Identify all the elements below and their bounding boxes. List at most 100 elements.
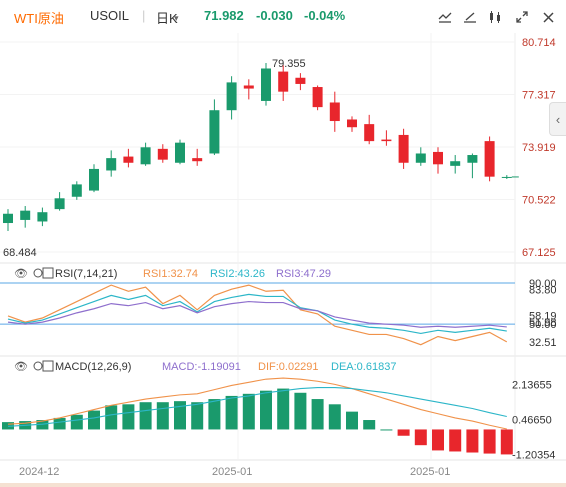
- macd-bar: [225, 395, 238, 430]
- chevron-down-icon[interactable]: ▾: [174, 13, 179, 23]
- candle: [381, 139, 392, 142]
- y-tick-label: 83.80: [529, 284, 557, 296]
- macd-bar: [363, 420, 376, 430]
- y-tick-label: 67.125: [522, 247, 556, 259]
- macd-value: MACD:-1.19091: [162, 361, 241, 373]
- macd-bar: [122, 404, 135, 430]
- macd-label: MACD(12,26,9): [55, 361, 131, 373]
- candle: [312, 87, 323, 108]
- macd-bar: [397, 429, 410, 436]
- y-tick-label: 58.19: [529, 311, 557, 323]
- rsi1-value: RSI1:32.74: [143, 268, 198, 280]
- macd-bar: [191, 402, 204, 430]
- macd-bar: [414, 429, 427, 446]
- period-selector[interactable]: 日K: [156, 11, 178, 26]
- rsi-series-line: [7, 300, 507, 328]
- x-tick-label: 2025-01: [410, 466, 450, 478]
- dea-value: DEA:0.61837: [331, 361, 396, 373]
- y-tick-label: 0.46650: [512, 415, 552, 427]
- close-icon[interactable]: [538, 7, 558, 27]
- settings-icon: [33, 361, 43, 371]
- macd-bar: [294, 392, 307, 430]
- candle: [106, 158, 117, 171]
- y-tick-label: 90.00: [529, 278, 557, 290]
- rsi-series-line: [7, 284, 508, 346]
- macd-bar: [53, 417, 66, 430]
- low-annotation: 68.484: [3, 247, 37, 259]
- macd-bar: [500, 429, 513, 455]
- bottom-strip: [0, 483, 566, 487]
- candle: [329, 102, 340, 122]
- y-tick-label: 77.317: [522, 89, 556, 101]
- candle: [501, 176, 512, 178]
- draw-icon[interactable]: [460, 7, 480, 27]
- y-tick-label: 70.522: [522, 195, 556, 207]
- eye-icon: 👁: [14, 268, 28, 280]
- symbol-code: USOIL: [90, 8, 130, 23]
- indicator-icon[interactable]: [435, 7, 455, 27]
- axes: 2024-12 2025-01 2025-01: [0, 466, 566, 487]
- y-tick-label: -1.20354: [512, 450, 555, 462]
- x-tick-label: 2024-12: [19, 466, 59, 478]
- macd-bar: [277, 388, 290, 430]
- candle: [209, 110, 220, 154]
- candle: [37, 212, 48, 222]
- macd-bar: [311, 399, 324, 430]
- dif-value: DIF:0.02291: [258, 361, 319, 373]
- candle: [243, 85, 254, 89]
- candle: [175, 142, 185, 163]
- candle: [157, 148, 168, 160]
- price-change-percent: -0.04%: [304, 8, 346, 23]
- candle: [54, 198, 65, 210]
- macd-pane: MACD(12,26,9) MACD:-1.19091 DIF:0.02291 …: [2, 361, 555, 462]
- candle: [484, 141, 495, 177]
- candle: [3, 213, 13, 224]
- rsi-label: RSI(7,14,21): [55, 268, 117, 280]
- candlestick-pane: 79.355 68.484 80.714 77.317 73.919 70.522 67…: [3, 37, 556, 259]
- header-divider: |: [142, 8, 146, 23]
- compare-icon[interactable]: [485, 7, 505, 27]
- eye-icon: 👁: [14, 361, 28, 373]
- high-annotation: 79.355: [272, 58, 306, 70]
- candle: [278, 71, 289, 92]
- macd-bar: [466, 429, 479, 453]
- x-tick-label: 2025-01: [212, 466, 252, 478]
- fullscreen-icon[interactable]: [512, 7, 532, 27]
- y-tick-label: 73.919: [522, 142, 556, 154]
- chart-header: WTI原油 USOIL | 日K ▾ 71.982 -0.030 -0.04%: [0, 0, 566, 33]
- rsi3-value: RSI3:47.29: [276, 268, 331, 280]
- y-tick-label: 50.00: [529, 319, 557, 331]
- candle: [71, 184, 82, 197]
- macd-bar: [328, 404, 341, 430]
- candle: [140, 147, 151, 165]
- macd-bar: [346, 411, 358, 430]
- candle: [467, 155, 478, 163]
- y-tick-label: 32.51: [529, 337, 557, 349]
- candle: [364, 124, 375, 142]
- chevron-left-icon[interactable]: ‹: [549, 102, 566, 136]
- rsi-series-line: [7, 293, 507, 335]
- price-change: -0.030: [256, 8, 293, 23]
- macd-bar: [432, 429, 444, 451]
- candle: [295, 77, 306, 84]
- macd-bar: [260, 390, 272, 430]
- macd-bar: [174, 401, 186, 430]
- candle: [89, 168, 99, 191]
- macd-bar: [449, 429, 462, 452]
- macd-bar: [139, 402, 152, 430]
- indicator-box-icon: [42, 267, 54, 279]
- macd-series-line: [7, 377, 507, 430]
- instrument-name[interactable]: WTI原油: [14, 11, 64, 26]
- settings-icon: [33, 268, 43, 278]
- rsi-pane: RSI(7,14,21) RSI1:32.74 RSI2:43.26 RSI3:…: [0, 268, 557, 349]
- candle: [20, 210, 31, 220]
- y-tick-label: 80.714: [522, 37, 556, 49]
- candle: [347, 119, 357, 128]
- indicator-box-icon: [42, 360, 54, 372]
- candle: [192, 158, 203, 162]
- macd-series-line: [7, 386, 507, 427]
- last-price: 71.982: [204, 8, 244, 23]
- candle: [123, 156, 134, 163]
- candle: [261, 68, 271, 101]
